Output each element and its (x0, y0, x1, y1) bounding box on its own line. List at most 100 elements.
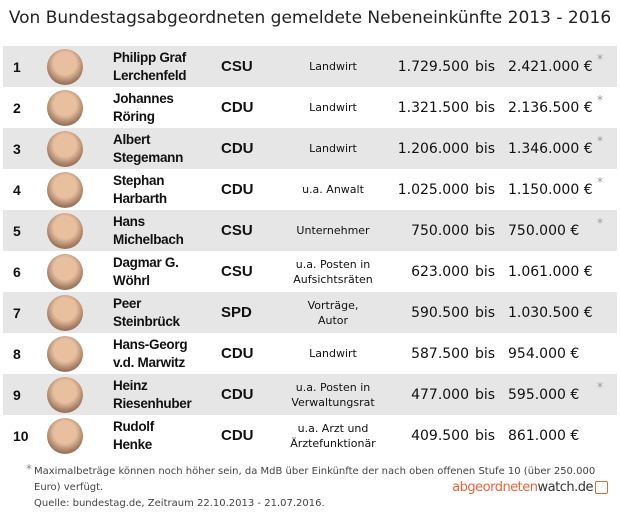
min-income: 409.500 (411, 427, 469, 444)
occupation: u.a. Posten in Aufsichtsräten (273, 257, 393, 287)
party: SPD (221, 304, 252, 321)
table-row: 7 Peer Steinbrück SPD Vorträge, Autor 590.… (3, 292, 617, 333)
table-row: 6 Dagmar G. Wöhrl CSU u.a. Posten in Aufsi… (3, 251, 617, 292)
asterisk-marker: * (597, 380, 603, 394)
name-line: Röring (113, 108, 155, 124)
rank: 10 (13, 427, 29, 444)
occupation-line: u.a. Arzt und (297, 421, 369, 435)
range-separator: bis (475, 99, 496, 116)
name-line: Lerchenfeld (113, 67, 187, 83)
min-income: 750.000 (411, 222, 469, 239)
table-row: 8 Hans-Georg v.d. Marwitz CDU Landwirt 58… (3, 333, 617, 374)
max-income: 861.000 € (508, 427, 580, 444)
occupation: Vorträge, Autor (273, 298, 393, 328)
max-income: 1.150.000 € (508, 181, 593, 198)
portrait-photo (47, 295, 83, 331)
occupation: u.a. Posten in Verwaltungsrat (273, 380, 393, 410)
member-name: Rudolf Henke (113, 418, 154, 454)
footnote-star: * (26, 462, 32, 476)
rank: 4 (13, 181, 21, 198)
footnote-line-1: Maximalbeträge können noch höher sein, d… (34, 466, 596, 493)
occupation-line: Aufsichtsräten (293, 272, 373, 286)
occupation-line: u.a. Anwalt (302, 183, 364, 196)
max-income: 2.421.000 € (508, 58, 593, 75)
table-row: 4 Stephan Harbarth CDU u.a. Anwalt 1.025.… (3, 169, 617, 210)
party: CDU (221, 386, 254, 403)
rank: 6 (13, 263, 21, 280)
rank: 9 (13, 386, 21, 403)
min-income: 1.321.500 (397, 99, 469, 116)
portrait-photo (47, 172, 83, 208)
name-line: Henke (113, 436, 153, 452)
rank: 5 (13, 222, 21, 239)
min-income: 1.729.500 (397, 58, 469, 75)
range-separator: bis (475, 427, 496, 444)
member-name: Peer Steinbrück (113, 295, 180, 331)
name-line: v.d. Marwitz (113, 354, 185, 370)
max-income: 1.061.000 € (508, 263, 593, 280)
occupation-line: Landwirt (309, 347, 357, 360)
member-name: Heinz Riesenhuber (113, 377, 192, 413)
logo-text-1: abgeordneten (452, 480, 538, 495)
portrait-photo (47, 254, 83, 290)
rank: 2 (13, 99, 21, 116)
name-line: Peer (113, 295, 142, 311)
portrait-photo (47, 418, 83, 454)
name-line: Steinbrück (113, 313, 180, 329)
occupation-line: u.a. Posten in (295, 380, 371, 394)
occupation-line: Landwirt (309, 60, 357, 73)
max-income: 750.000 € (508, 222, 580, 239)
name-line: Stegemann (113, 149, 184, 165)
member-name: Dagmar G. Wöhrl (113, 254, 179, 290)
name-line: Wöhrl (113, 272, 150, 288)
table-row: 10 Rudolf Henke CDU u.a. Arzt und Ärztefun… (3, 415, 617, 456)
rank: 3 (13, 140, 21, 157)
portrait-photo (47, 49, 83, 85)
min-income: 587.500 (411, 345, 469, 362)
asterisk-marker: * (597, 134, 603, 148)
rank: 7 (13, 304, 21, 321)
occupation: Landwirt (273, 59, 393, 74)
max-income: 1.346.000 € (508, 140, 593, 157)
member-name: Hans Michelbach (113, 213, 184, 249)
party: CSU (221, 263, 253, 280)
max-income: 954.000 € (508, 345, 580, 362)
occupation: u.a. Arzt und Ärztefunktionär (273, 421, 393, 451)
occupation: Landwirt (273, 100, 393, 115)
occupation-line: Autor (317, 313, 349, 327)
party: CDU (221, 99, 254, 116)
range-separator: bis (475, 181, 496, 198)
min-income: 1.025.000 (397, 181, 469, 198)
portrait-photo (47, 213, 83, 249)
rank: 8 (13, 345, 21, 362)
max-income: 595.000 € (508, 386, 580, 403)
party: CDU (221, 427, 254, 444)
occupation: u.a. Anwalt (273, 182, 393, 197)
member-name: Stephan Harbarth (113, 172, 167, 208)
party: CDU (221, 345, 254, 362)
name-line: Hans-Georg (113, 336, 188, 352)
portrait-photo (47, 131, 83, 167)
party: CDU (221, 181, 254, 198)
page-title: Von Bundestagsabgeordneten gemeldete Neb… (8, 8, 612, 28)
name-line: Johannes (113, 90, 174, 106)
name-line: Harbarth (113, 190, 167, 206)
asterisk-marker: * (597, 52, 603, 66)
name-line: Stephan (113, 172, 165, 188)
range-separator: bis (475, 140, 496, 157)
occupation: Landwirt (273, 346, 393, 361)
table-row: 5 Hans Michelbach CSU Unternehmer 750.000… (3, 210, 617, 251)
occupation: Unternehmer (273, 223, 393, 238)
table-row: 3 Albert Stegemann CDU Landwirt 1.206.000… (3, 128, 617, 169)
portrait-photo (47, 336, 83, 372)
name-line: Albert (113, 131, 151, 147)
logo-text-2: watch.de (537, 480, 594, 495)
portrait-photo (47, 377, 83, 413)
member-name: Albert Stegemann (113, 131, 183, 167)
rank: 1 (13, 58, 21, 75)
max-income: 2.136.500 € (508, 99, 593, 116)
table-row: 9 Heinz Riesenhuber CDU u.a. Posten in Ver… (3, 374, 617, 415)
occupation: Landwirt (273, 141, 393, 156)
logo-icon (595, 481, 608, 494)
occupation-line: Landwirt (309, 101, 357, 114)
